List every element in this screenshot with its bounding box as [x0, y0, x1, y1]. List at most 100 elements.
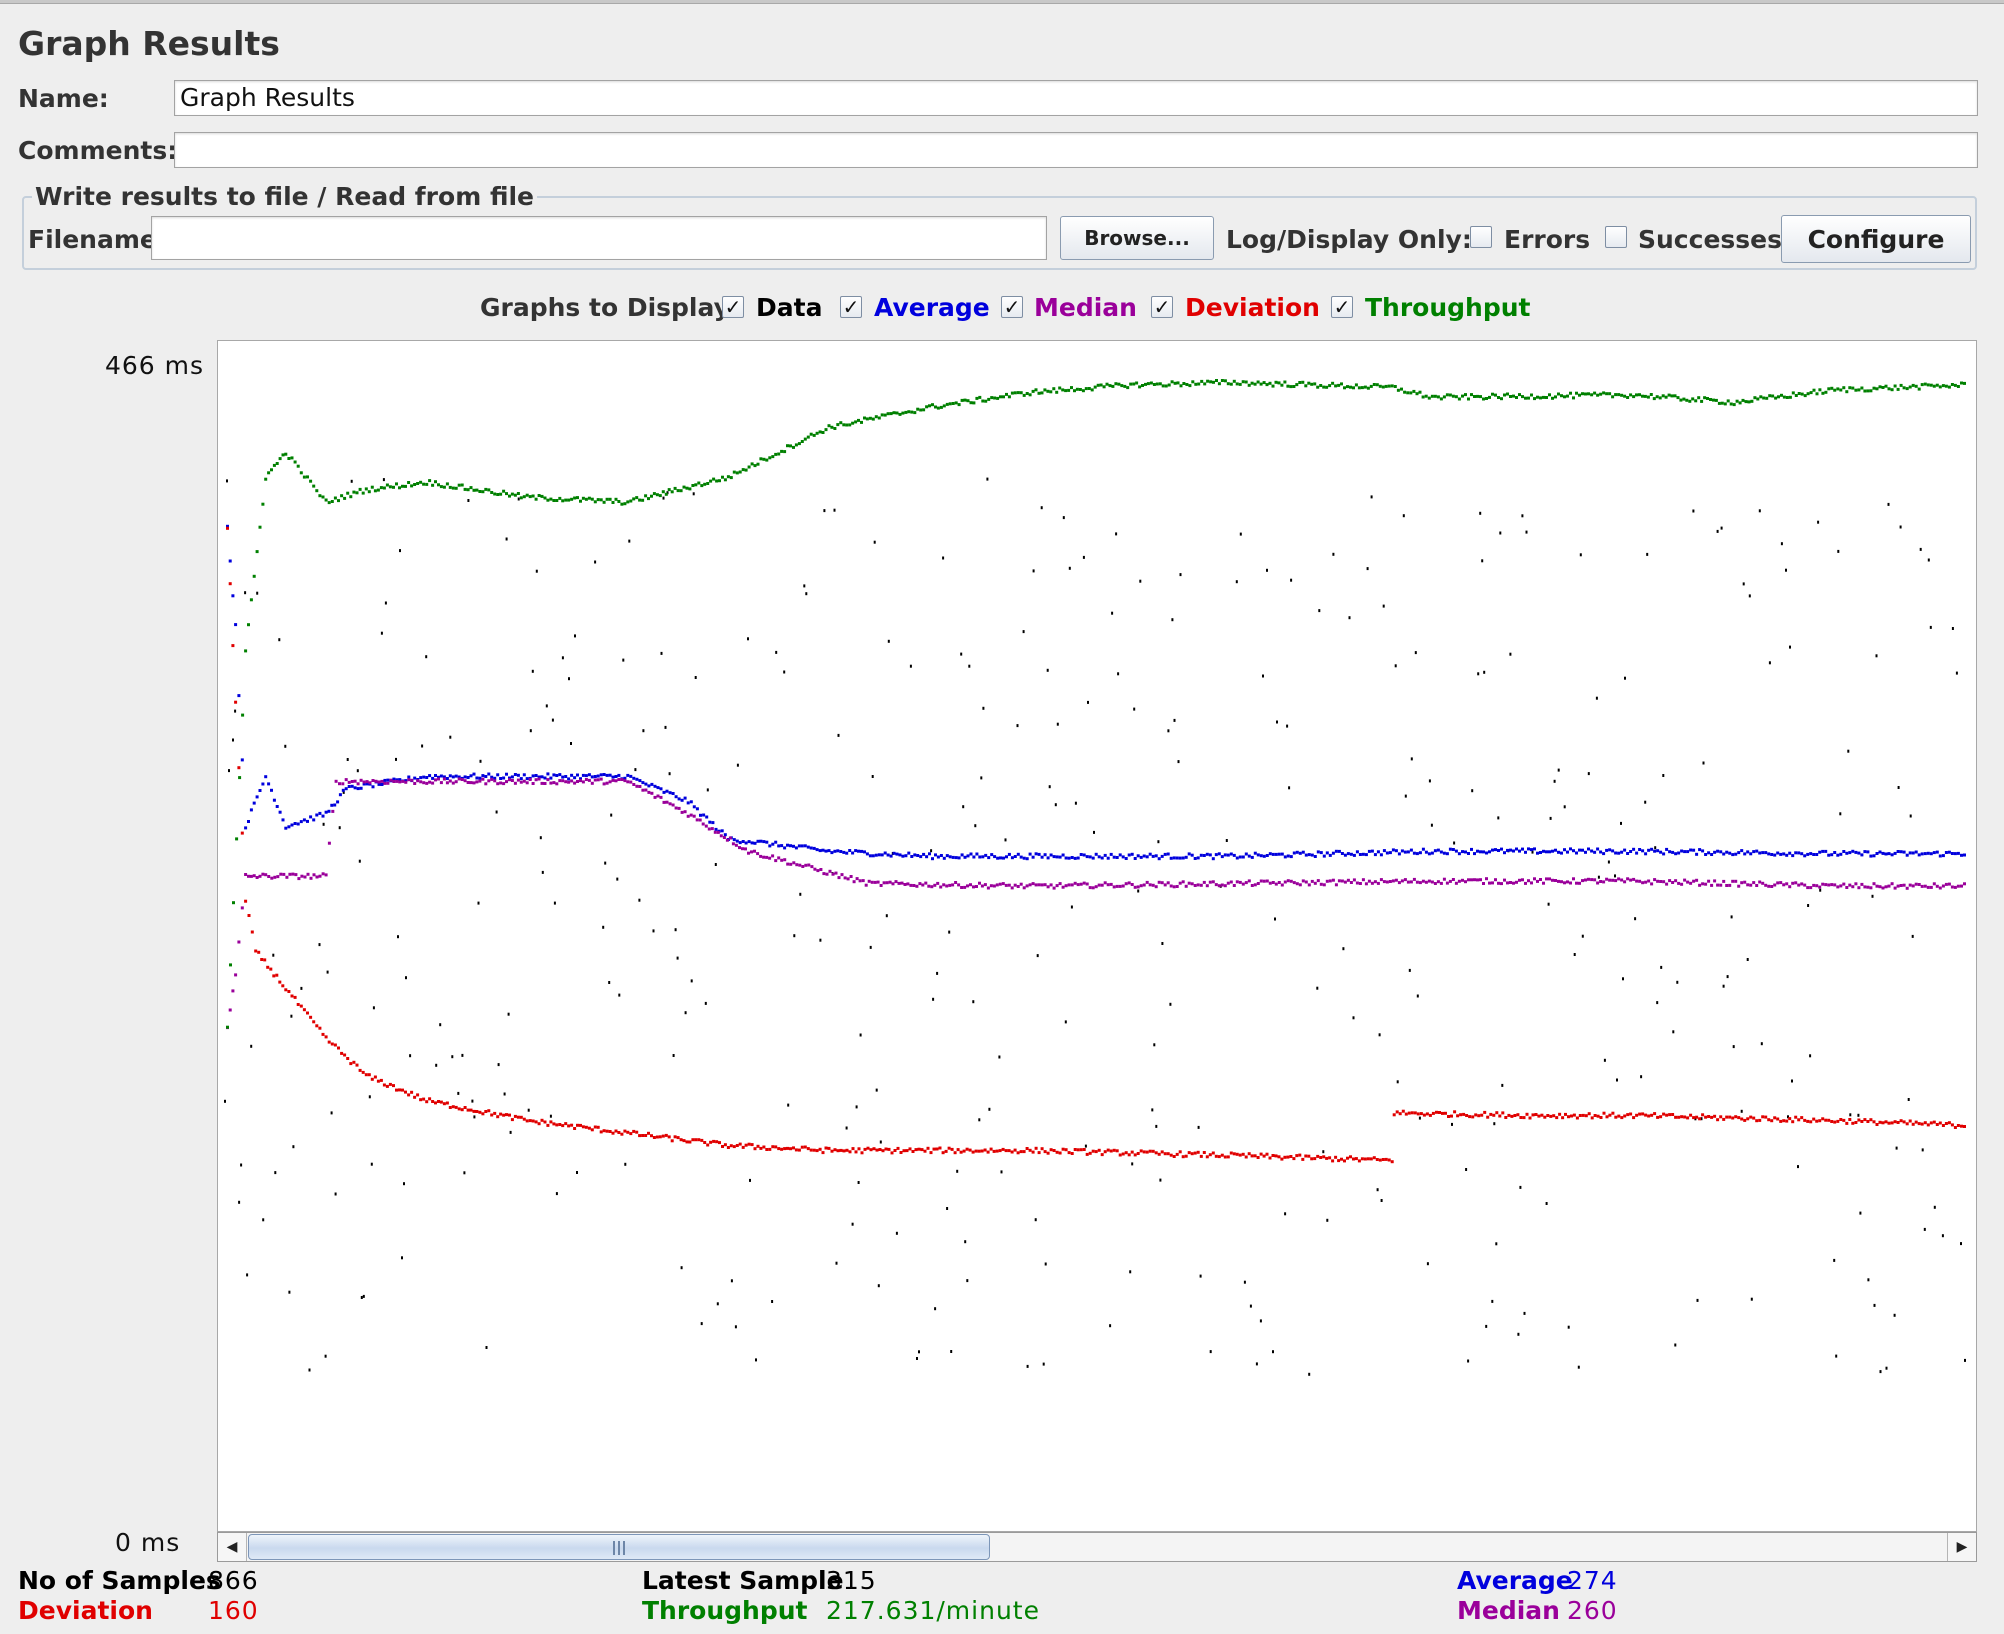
deviation-point	[1707, 1115, 1711, 1118]
deviation-point	[608, 1130, 612, 1133]
deviation-point	[1911, 1122, 1915, 1126]
data-checkbox[interactable]: ✓	[722, 296, 744, 318]
median-point	[1145, 880, 1149, 884]
median-point	[1794, 881, 1798, 885]
data-point	[322, 822, 325, 826]
median-point	[1433, 882, 1437, 885]
deviation-point	[1878, 1120, 1882, 1124]
deviation-point	[617, 1131, 621, 1134]
median-point	[1352, 878, 1356, 882]
throughput-point	[439, 485, 443, 489]
average-point	[1854, 850, 1858, 854]
throughput-point	[928, 404, 931, 408]
average-point	[1005, 855, 1008, 859]
throughput-point	[1506, 392, 1509, 396]
average-point	[434, 774, 437, 777]
median-point	[1464, 880, 1467, 884]
deviation-point	[1001, 1147, 1005, 1151]
median-point	[983, 883, 987, 887]
median-point	[1551, 878, 1554, 882]
scrollbar-thumb[interactable]	[248, 1534, 990, 1560]
throughput-point	[747, 465, 751, 469]
data-point	[1036, 954, 1039, 958]
deviation-point	[1581, 1113, 1585, 1117]
throughput-point	[854, 420, 858, 424]
deviation-point	[1683, 1115, 1687, 1119]
average-point	[1037, 852, 1041, 856]
deviation-point	[1034, 1146, 1038, 1150]
throughput-point	[673, 486, 677, 490]
configure-button[interactable]: Configure	[1781, 215, 1971, 263]
deviation-point	[998, 1149, 1002, 1153]
median-point	[1749, 883, 1753, 887]
data-point	[676, 956, 679, 960]
deviation-point	[505, 1113, 508, 1117]
deviation-point	[1295, 1154, 1299, 1158]
median-point	[1818, 885, 1822, 889]
data-point	[1322, 1150, 1325, 1154]
deviation-point	[783, 1147, 787, 1151]
throughput-point	[1491, 392, 1494, 396]
median-point	[756, 852, 760, 856]
median-point	[1178, 881, 1182, 885]
average-point	[1650, 847, 1654, 851]
deviation-point	[1124, 1151, 1128, 1155]
average-checkbox[interactable]: ✓	[840, 296, 862, 318]
median-point	[331, 809, 335, 813]
scroll-left-arrow-icon[interactable]: ◀	[218, 1533, 247, 1561]
data-point	[1316, 986, 1319, 990]
average-point	[347, 785, 351, 788]
data-point	[835, 1261, 838, 1265]
throughput-checkbox[interactable]: ✓	[1331, 296, 1353, 318]
throughput-point	[676, 489, 680, 493]
data-point	[1394, 664, 1397, 668]
median-point	[1473, 878, 1476, 882]
median-point	[576, 780, 579, 783]
data-point	[1048, 785, 1051, 789]
throughput-point	[478, 490, 482, 493]
data-point	[326, 970, 329, 974]
median-point	[1313, 881, 1317, 885]
successes-checkbox[interactable]	[1605, 226, 1627, 248]
filename-field[interactable]	[151, 216, 1047, 260]
deviation-point	[1540, 1113, 1544, 1117]
median-point	[1271, 881, 1275, 884]
throughput-point	[1563, 395, 1566, 399]
deviation-checkbox[interactable]: ✓	[1151, 296, 1173, 318]
average-point	[1866, 850, 1870, 854]
comments-field[interactable]	[174, 132, 1978, 168]
data-point	[700, 1322, 703, 1326]
average-point	[454, 774, 458, 778]
data-point	[553, 901, 556, 905]
median-point	[1166, 881, 1170, 885]
deviation-point	[1127, 1153, 1131, 1157]
deviation-point	[1887, 1121, 1891, 1125]
throughput-point	[1800, 392, 1804, 396]
throughput-point	[431, 483, 435, 487]
deviation-point	[1701, 1113, 1705, 1117]
deviation-point	[1842, 1118, 1846, 1122]
median-point	[1536, 879, 1539, 883]
scroll-right-arrow-icon[interactable]: ▶	[1947, 1533, 1976, 1561]
errors-checkbox[interactable]	[1470, 226, 1492, 248]
average-point	[1689, 848, 1693, 852]
throughput-point	[466, 488, 470, 492]
median-checkbox[interactable]: ✓	[1001, 296, 1023, 318]
name-field[interactable]: Graph Results	[174, 80, 1978, 116]
throughput-point	[1049, 390, 1053, 394]
deviation-point	[1106, 1148, 1110, 1152]
data-point	[1521, 514, 1524, 518]
data-point	[1911, 934, 1914, 938]
median-point	[1524, 881, 1527, 885]
median-point	[1653, 878, 1657, 882]
median-point	[1767, 884, 1771, 888]
browse-button[interactable]: Browse...	[1060, 216, 1214, 260]
median-point	[801, 865, 805, 868]
throughput-point	[1040, 391, 1044, 395]
average-point	[1286, 854, 1290, 858]
average-point	[1788, 851, 1792, 855]
horizontal-scrollbar[interactable]: ◀ ▶	[217, 1532, 1977, 1562]
average-point	[386, 778, 390, 782]
throughput-point	[238, 776, 242, 780]
deviation-point	[352, 1060, 356, 1064]
